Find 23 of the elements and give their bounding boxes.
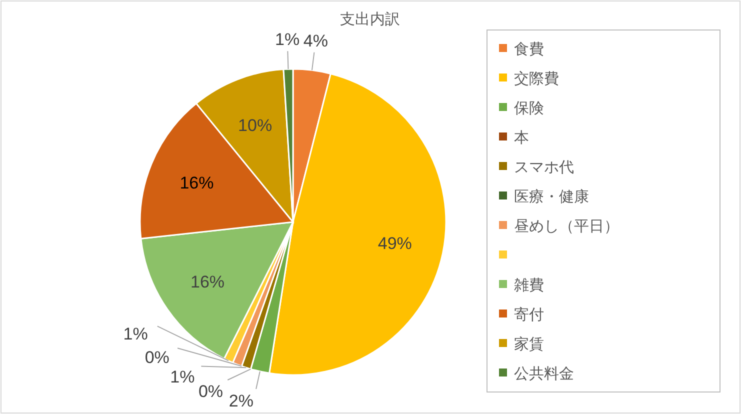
data-label: 16% <box>180 174 214 193</box>
data-label: 2% <box>228 392 254 411</box>
legend-label: 保険 <box>514 100 544 117</box>
data-label: 4% <box>303 31 328 50</box>
legend-label: 昼めし（平日） <box>514 218 619 235</box>
legend-label: 交際費 <box>514 70 559 88</box>
legend-label: スマホ代 <box>514 159 574 176</box>
legend-label: 公共料金 <box>514 366 574 382</box>
data-label: 1% <box>123 324 148 344</box>
legend-label: 雑費 <box>514 277 544 294</box>
text: 0% <box>198 382 224 402</box>
text: 0% <box>144 348 170 367</box>
data-label: 49% <box>378 234 412 253</box>
legend-label: 家賃 <box>514 336 544 353</box>
data-label: 1% <box>170 367 195 386</box>
legend-label: 医療・健康 <box>514 188 589 206</box>
legend-label: 食費 <box>514 41 544 58</box>
legend-label: 本 <box>514 130 529 146</box>
data-label: 10% <box>238 116 272 136</box>
legend-label: 寄付 <box>514 306 544 324</box>
data-label: 16% <box>190 272 225 292</box>
data-label: 1% <box>275 30 300 50</box>
chart-title: 支出内訳 <box>340 11 400 28</box>
